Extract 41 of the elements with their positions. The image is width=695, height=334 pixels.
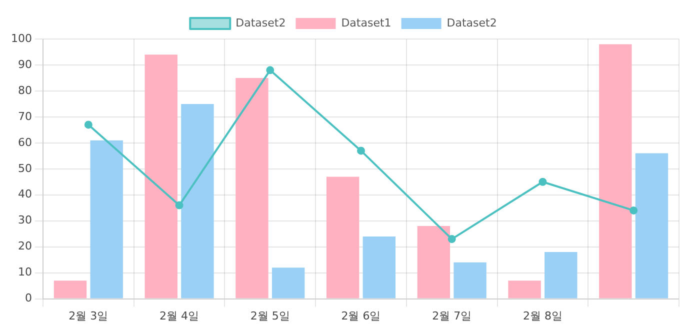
x-tick-label: 2월 7일: [432, 309, 472, 322]
bar: [599, 44, 632, 298]
y-tick-label: 80: [18, 84, 32, 97]
bar: [236, 78, 268, 298]
legend-label: Dataset1: [341, 16, 392, 30]
bar: [54, 280, 87, 298]
legend-label: Dataset2: [236, 16, 286, 30]
point: [538, 178, 547, 186]
x-tick-label: 2월 8일: [522, 309, 562, 322]
y-tick-label: 90: [18, 58, 32, 71]
bar: [508, 280, 541, 298]
x-tick-label: 2월 3일: [68, 309, 108, 322]
y-tick-label: 60: [18, 136, 32, 149]
point: [84, 120, 92, 129]
bar: [326, 176, 360, 298]
bar: [144, 54, 178, 298]
bar: [362, 236, 396, 298]
x-tick-label: 2월 4일: [160, 309, 200, 322]
y-tick-label: 50: [18, 162, 32, 175]
bar: [90, 140, 123, 298]
y-tick-label: 100: [10, 32, 32, 45]
bar: [635, 153, 668, 298]
y-tick-label: 10: [18, 266, 32, 279]
bar: [272, 268, 305, 298]
y-tick-label: 30: [18, 214, 32, 227]
point: [630, 206, 638, 214]
y-tick-label: 40: [18, 188, 32, 201]
point: [175, 201, 184, 210]
y-tick-label: 0: [24, 292, 32, 305]
y-tick-label: 70: [18, 110, 32, 123]
bar: [181, 104, 214, 298]
x-tick-label: 2월 5일: [250, 309, 290, 322]
bar: [454, 262, 486, 298]
point: [448, 235, 456, 244]
y-tick-label: 20: [18, 240, 32, 253]
legend-label: Dataset2: [446, 16, 497, 30]
bar: [544, 252, 578, 298]
point: [357, 146, 365, 155]
bar: [417, 226, 450, 298]
x-tick-label: 2월 6일: [341, 309, 381, 322]
point: [266, 66, 274, 74]
